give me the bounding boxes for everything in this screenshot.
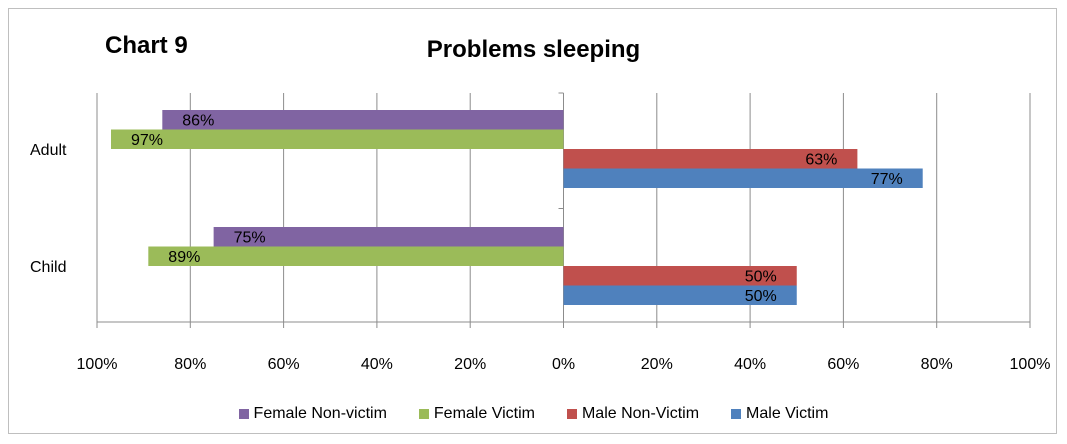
legend-label-male-non-victim: Male Non-Victim: [581, 405, 700, 422]
x-tick-label: 100%: [1010, 356, 1051, 373]
legend-swatch-male-non-victim: [566, 409, 577, 419]
x-tick-label: 60%: [268, 356, 300, 373]
data-label-female-victim-child: 89%: [168, 249, 200, 266]
legend-item-female-non-victim: Female Non-victim: [238, 405, 387, 423]
bar-male-victim-child: [563, 285, 797, 305]
x-tick-label: 20%: [641, 356, 673, 373]
bar-female-non-victim-child: [213, 227, 564, 247]
data-label-male-non-victim-adult: 63%: [805, 152, 837, 169]
chart-number-label: Chart 9: [105, 32, 188, 59]
legend-item-female-victim: Female Victim: [418, 405, 535, 423]
bar-male-victim-adult: [563, 168, 923, 188]
x-tick-label: 100%: [77, 356, 118, 373]
legend-label-female-victim: Female Victim: [433, 405, 535, 422]
bar-male-non-victim-adult: [563, 149, 858, 169]
category-label-child: Child: [30, 259, 66, 276]
chart-title: Problems sleeping: [426, 36, 641, 63]
x-tick-label: 40%: [734, 356, 766, 373]
x-tick-label: 80%: [174, 356, 206, 373]
x-tick-label: 0%: [552, 356, 575, 373]
data-label-male-victim-child: 50%: [745, 288, 777, 305]
legend-item-male-victim: Male Victim: [731, 405, 828, 423]
x-tick-label: 60%: [827, 356, 859, 373]
legend-swatch-male-victim: [731, 409, 742, 419]
data-label-male-non-victim-child: 50%: [745, 269, 777, 286]
data-label-female-non-victim-child: 75%: [234, 230, 266, 247]
bar-female-victim-child: [148, 246, 564, 266]
legend-item-male-non-victim: Male Non-Victim: [566, 405, 700, 423]
category-label-adult: Adult: [30, 142, 67, 159]
data-label-male-victim-adult: 77%: [871, 171, 903, 188]
bar-female-victim-adult: [110, 129, 564, 149]
x-tick-label: 80%: [921, 356, 953, 373]
chart-frame: [8, 8, 1057, 434]
legend-label-female-non-victim: Female Non-victim: [253, 405, 387, 422]
x-tick-label: 20%: [454, 356, 486, 373]
legend: Female Non-victim Female Victim Male Non…: [0, 405, 1067, 423]
data-label-female-victim-adult: 97%: [131, 132, 163, 149]
data-label-female-non-victim-adult: 86%: [182, 113, 214, 130]
x-tick-label: 40%: [361, 356, 393, 373]
legend-swatch-female-non-victim: [238, 409, 249, 419]
bar-female-non-victim-adult: [162, 110, 564, 130]
bar-male-non-victim-child: [563, 266, 797, 286]
legend-swatch-female-victim: [418, 409, 429, 419]
legend-label-male-victim: Male Victim: [746, 405, 829, 422]
